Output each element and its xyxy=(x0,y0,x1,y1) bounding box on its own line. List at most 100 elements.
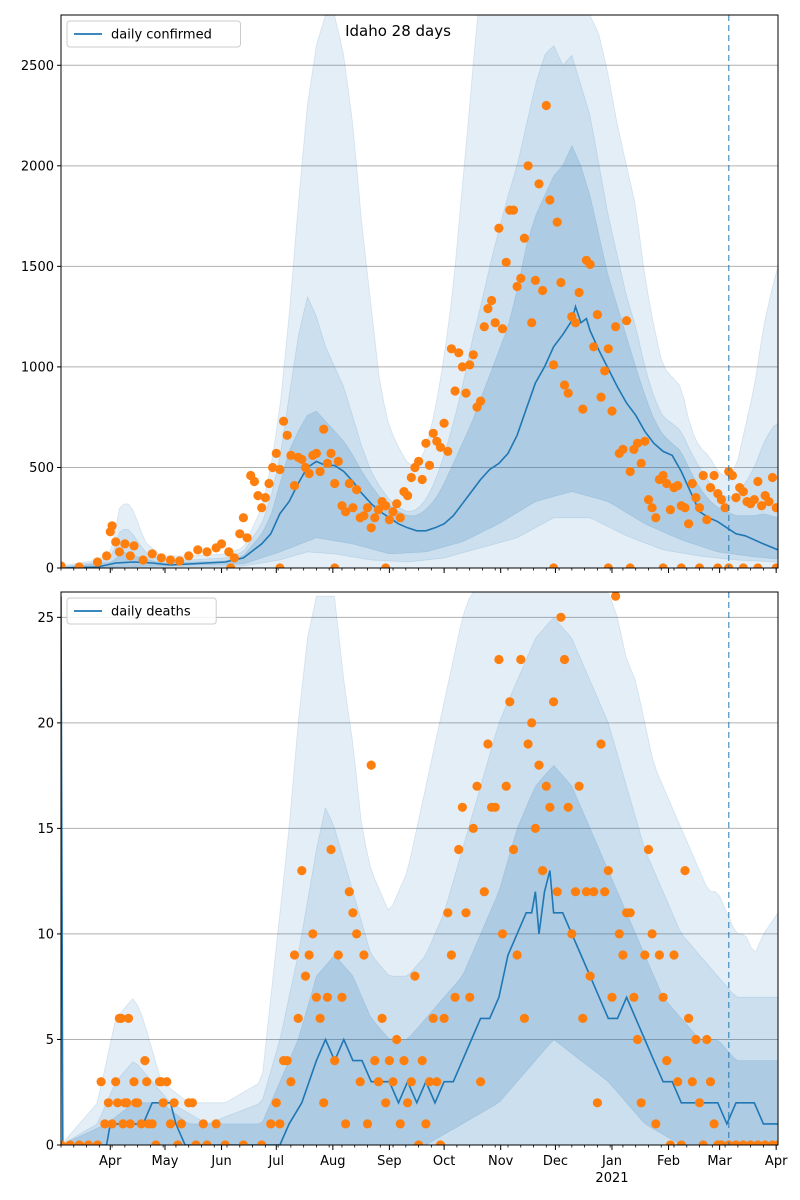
observed-point xyxy=(249,476,259,487)
observed-point xyxy=(709,470,719,481)
observed-point xyxy=(665,1140,675,1145)
observed-point xyxy=(107,521,117,531)
observed-point xyxy=(687,1077,697,1087)
observed-point xyxy=(570,887,581,897)
observed-point xyxy=(585,259,595,269)
observed-point xyxy=(596,392,606,402)
observed-point xyxy=(773,1140,778,1145)
observed-point xyxy=(767,472,778,483)
observed-point xyxy=(713,563,723,568)
observed-point xyxy=(297,866,307,876)
observed-point xyxy=(570,318,581,328)
observed-point xyxy=(193,545,203,555)
observed-point xyxy=(541,100,551,111)
observed-point xyxy=(658,992,668,1002)
observed-point xyxy=(125,551,135,561)
observed-point xyxy=(138,555,148,565)
observed-point xyxy=(545,195,555,205)
observed-point xyxy=(534,179,544,189)
observed-point xyxy=(151,1140,161,1145)
observed-point xyxy=(337,992,347,1002)
observed-point xyxy=(552,217,562,227)
observed-point xyxy=(311,992,321,1002)
observed-point xyxy=(443,446,453,456)
observed-point xyxy=(636,1098,646,1108)
axes-frame xyxy=(60,14,779,569)
uncertainty-band-3 xyxy=(61,144,778,568)
observed-point xyxy=(279,416,289,426)
observed-point xyxy=(406,472,416,483)
observed-point xyxy=(611,322,621,332)
observed-point xyxy=(746,1140,756,1145)
observed-point xyxy=(658,563,668,568)
x-tick-label: Feb xyxy=(657,1154,680,1169)
observed-point xyxy=(381,501,391,511)
observed-point xyxy=(96,1077,106,1087)
observed-point xyxy=(428,428,438,438)
observed-point xyxy=(226,563,236,568)
observed-point xyxy=(757,501,767,511)
observed-point xyxy=(651,513,661,523)
observed-point xyxy=(530,823,541,834)
observed-point xyxy=(465,992,475,1002)
observed-point xyxy=(749,495,759,505)
observed-point xyxy=(173,1140,183,1145)
observed-point xyxy=(643,495,654,505)
observed-point xyxy=(527,718,537,728)
observed-point xyxy=(592,310,603,320)
observed-point xyxy=(465,360,475,370)
x-tick-label: Oct xyxy=(433,1154,455,1169)
observed-point xyxy=(600,887,610,897)
observed-point xyxy=(147,549,157,559)
observed-point xyxy=(450,386,460,396)
observed-point xyxy=(556,277,566,288)
observed-point xyxy=(684,519,694,529)
observed-point xyxy=(381,563,391,568)
observed-point xyxy=(373,505,384,515)
observed-point xyxy=(424,460,435,470)
observed-point xyxy=(392,1034,402,1045)
observed-point xyxy=(454,844,464,855)
observed-point xyxy=(297,454,307,464)
observed-point xyxy=(187,1098,197,1108)
observed-point xyxy=(238,1140,248,1145)
observed-point xyxy=(286,450,296,460)
observed-point xyxy=(266,1119,276,1129)
observed-point xyxy=(585,971,595,981)
observed-point xyxy=(388,507,398,517)
observed-point xyxy=(125,1119,135,1129)
observed-point xyxy=(468,350,478,360)
confirmed-chart-panel: 0 500 1000 1500 2000 2500 daily confirmed xyxy=(21,14,779,577)
observed-point xyxy=(344,478,354,489)
observed-point xyxy=(133,1098,143,1108)
observed-point xyxy=(589,342,599,352)
observed-point xyxy=(549,360,559,370)
observed-point xyxy=(603,866,613,876)
observed-point xyxy=(100,1119,110,1129)
observed-point xyxy=(552,887,562,897)
observed-point xyxy=(698,1140,708,1145)
y-tick-label: 1000 xyxy=(21,360,54,375)
observed-point xyxy=(341,1119,351,1129)
observed-point xyxy=(508,844,519,855)
observed-point xyxy=(414,1140,424,1145)
observed-point xyxy=(698,470,708,481)
legend-box xyxy=(66,597,217,625)
observed-point xyxy=(176,1119,186,1129)
observed-point xyxy=(494,654,504,665)
observed-point xyxy=(483,304,493,314)
observed-point xyxy=(92,1140,103,1145)
uncertainty-band-2 xyxy=(61,617,778,1145)
observed-point xyxy=(603,344,613,354)
observed-point xyxy=(286,1077,296,1087)
observed-point xyxy=(578,404,588,414)
observed-point xyxy=(596,739,606,749)
uncertainty-band-2 xyxy=(61,45,778,568)
observed-point xyxy=(136,1119,146,1129)
observed-point xyxy=(118,1119,128,1129)
observed-point xyxy=(116,1013,126,1024)
observed-point xyxy=(446,950,456,960)
observed-point xyxy=(359,511,369,521)
observed-point xyxy=(479,322,489,332)
